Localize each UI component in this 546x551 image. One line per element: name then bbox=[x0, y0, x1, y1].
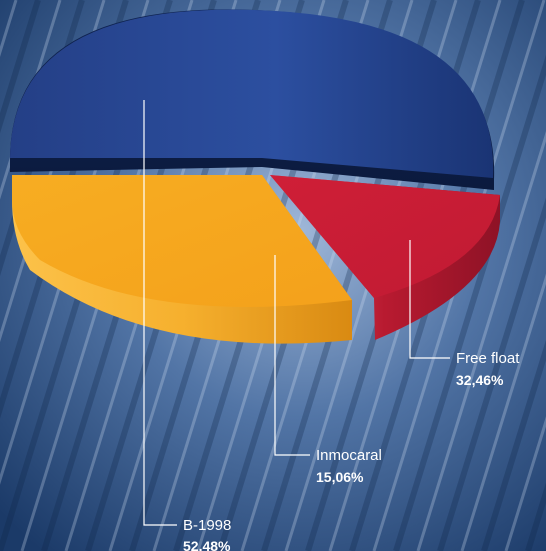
label-free-float-value: 32,46% bbox=[456, 372, 504, 388]
background-stripe bbox=[481, 339, 546, 551]
background-stripe bbox=[437, 197, 546, 551]
label-inmocaral-name: Inmocaral bbox=[316, 447, 382, 464]
label-free-float-name: Free float bbox=[456, 350, 520, 367]
pie-slice-b-1998 bbox=[10, 9, 495, 190]
background-stripe bbox=[504, 416, 546, 551]
leader-line-b-1998 bbox=[143, 100, 177, 526]
background-stripe bbox=[393, 54, 546, 551]
label-b-1998-value: 52,48% bbox=[183, 538, 231, 551]
pie-slice-free-float bbox=[270, 175, 500, 340]
pie-group bbox=[10, 9, 500, 344]
leader-line-free-float bbox=[409, 240, 450, 359]
pie-slice-inmocaral bbox=[12, 175, 352, 344]
background-stripe bbox=[460, 273, 546, 551]
leader-line-inmocaral bbox=[274, 255, 310, 456]
callout-labels: Free float 32,46% Inmocaral 15,06% B-199… bbox=[183, 350, 520, 551]
label-inmocaral-value: 15,06% bbox=[316, 469, 364, 485]
leader-lines bbox=[143, 100, 450, 526]
background-stripe bbox=[0, 0, 41, 134]
label-b-1998-name: B-1998 bbox=[183, 517, 231, 534]
background-stripe bbox=[416, 131, 546, 551]
